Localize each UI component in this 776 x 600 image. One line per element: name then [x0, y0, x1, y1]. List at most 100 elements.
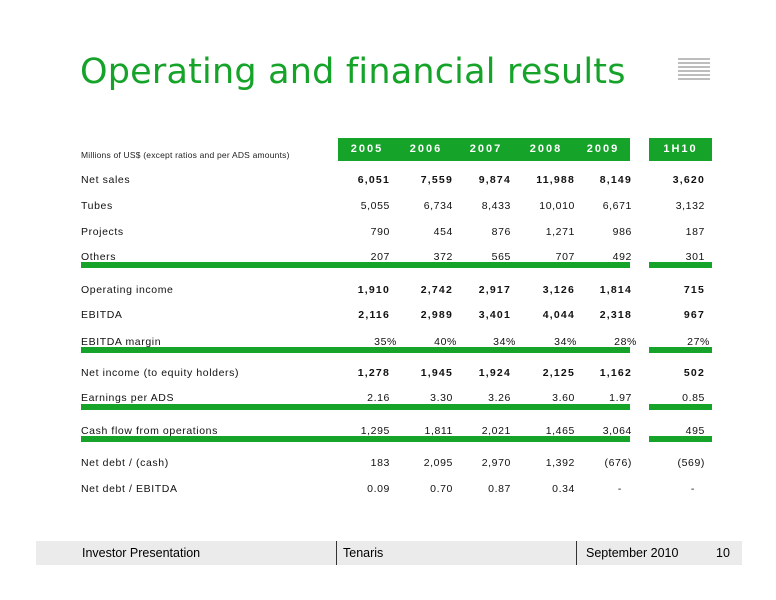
table-cell: 5,055 — [360, 200, 390, 212]
table-cell: 0.09 — [367, 483, 390, 495]
table-cell: 2,989 — [420, 309, 453, 321]
table-cell: 1,295 — [360, 425, 390, 437]
table-cell: 967 — [683, 309, 705, 321]
table-cell: 8,149 — [599, 174, 632, 186]
table-cell: 1,465 — [545, 425, 575, 437]
header-2009: 2009 — [586, 143, 620, 155]
table-cell: 1,392 — [545, 457, 575, 469]
table-cell: 10,010 — [539, 200, 575, 212]
row-label: Net sales — [81, 174, 131, 186]
separator-line — [81, 347, 630, 353]
tenaris-logo-icon — [678, 58, 710, 82]
table-cell: 2,021 — [481, 425, 511, 437]
row-label: Tubes — [81, 200, 113, 212]
table-cell: 3,064 — [602, 425, 632, 437]
table-cell: 495 — [685, 425, 705, 437]
table-cell: 8,433 — [481, 200, 511, 212]
table-cell: 1,278 — [357, 367, 390, 379]
separator-line — [81, 262, 630, 268]
row-label: EBITDA margin — [81, 336, 162, 348]
row-label: EBITDA — [81, 309, 123, 321]
table-cell: 2,742 — [420, 284, 453, 296]
table-cell: 27% — [687, 336, 710, 348]
units-note: Millions of US$ (except ratios and per A… — [81, 150, 290, 160]
table-cell: 34% — [493, 336, 516, 348]
table-cell: - — [617, 483, 622, 495]
table-cell: 207 — [370, 251, 390, 263]
table-row: Net sales 6,051 7,559 9,874 11,988 8,149 3,620 — [0, 174, 776, 190]
year-header-bar: 2005 2006 2007 2008 2009 — [338, 138, 630, 161]
table-cell: 1,814 — [599, 284, 632, 296]
table-cell: 28% — [614, 336, 637, 348]
row-label: Net debt / EBITDA — [81, 483, 178, 495]
row-label: Net debt / (cash) — [81, 457, 169, 469]
row-label: Net income (to equity holders) — [81, 367, 240, 379]
table-cell: 0.87 — [488, 483, 511, 495]
separator-line — [81, 436, 630, 442]
table-cell: - — [690, 483, 695, 495]
table-cell: 790 — [370, 226, 390, 238]
footer-divider — [336, 541, 337, 565]
table-cell: 1,945 — [420, 367, 453, 379]
table-cell: 1,924 — [478, 367, 511, 379]
table-cell: 3.26 — [488, 392, 511, 404]
row-label: Cash flow from operations — [81, 425, 218, 437]
table-cell: 2,116 — [358, 309, 390, 321]
table-cell: 0.70 — [430, 483, 453, 495]
table-cell: 876 — [491, 226, 511, 238]
footer-date: September 2010 — [586, 546, 679, 560]
table-row: Projects 790 454 876 1,271 986 187 — [0, 226, 776, 242]
table-cell: 3,126 — [542, 284, 575, 296]
half-year-header-bar: 1H10 — [649, 138, 712, 161]
table-cell: 6,671 — [602, 200, 632, 212]
separator-line — [649, 347, 712, 353]
separator-line — [649, 436, 712, 442]
table-cell: 187 — [685, 226, 705, 238]
page-number: 10 — [716, 546, 730, 560]
header-2008: 2008 — [529, 143, 563, 155]
table-cell: 502 — [683, 367, 705, 379]
slide-footer: Investor Presentation Tenaris September … — [36, 541, 742, 565]
table-cell: 715 — [683, 284, 705, 296]
table-cell: (569) — [677, 457, 705, 469]
table-cell: 1,910 — [357, 284, 390, 296]
table-cell: 0.34 — [552, 483, 575, 495]
header-2007: 2007 — [469, 143, 503, 155]
row-label: Projects — [81, 226, 124, 238]
table-cell: 2,125 — [542, 367, 575, 379]
table-cell: 1.97 — [609, 392, 632, 404]
table-cell: 6,734 — [423, 200, 453, 212]
table-cell: 1,271 — [545, 226, 575, 238]
table-cell: 2,318 — [599, 309, 632, 321]
table-cell: 40% — [434, 336, 457, 348]
table-cell: 372 — [433, 251, 453, 263]
table-cell: 6,051 — [357, 174, 390, 186]
table-cell: 3.60 — [552, 392, 575, 404]
table-cell: 2.16 — [367, 392, 390, 404]
row-label: Others — [81, 251, 117, 263]
table-row: Net debt / EBITDA 0.09 0.70 0.87 0.34 - - — [0, 483, 776, 499]
table-cell: 35% — [374, 336, 397, 348]
table-cell: 4,044 — [542, 309, 575, 321]
table-cell: 7,559 — [420, 174, 453, 186]
footer-divider — [576, 541, 577, 565]
table-cell: 454 — [433, 226, 453, 238]
header-2005: 2005 — [350, 143, 384, 155]
table-row: Net income (to equity holders) 1,278 1,945… — [0, 367, 776, 383]
table-row: EBITDA margin 35% 40% 34% 34% 28% 27% — [0, 336, 776, 352]
table-cell: 34% — [554, 336, 577, 348]
table-cell: 3,620 — [672, 174, 705, 186]
table-row: EBITDA 2,116 2,989 3,401 4,044 2,318 967 — [0, 309, 776, 325]
table-cell: (676) — [604, 457, 632, 469]
table-row: Others 207 372 565 707 492 301 — [0, 251, 776, 267]
table-cell: 11,988 — [536, 174, 575, 186]
table-cell: 183 — [370, 457, 390, 469]
table-row: Operating income 1,910 2,742 2,917 3,126 1,81… — [0, 284, 776, 300]
table-cell: 1,811 — [424, 425, 453, 437]
table-row: Earnings per ADS 2.16 3.30 3.26 3.60 1.97 0.85 — [0, 392, 776, 408]
table-cell: 3,401 — [478, 309, 511, 321]
table-cell: 492 — [612, 251, 632, 263]
table-row: Tubes 5,055 6,734 8,433 10,010 6,671 3,132 — [0, 200, 776, 216]
table-cell: 3,132 — [675, 200, 705, 212]
table-row: Cash flow from operations 1,295 1,811 2,021… — [0, 425, 776, 441]
